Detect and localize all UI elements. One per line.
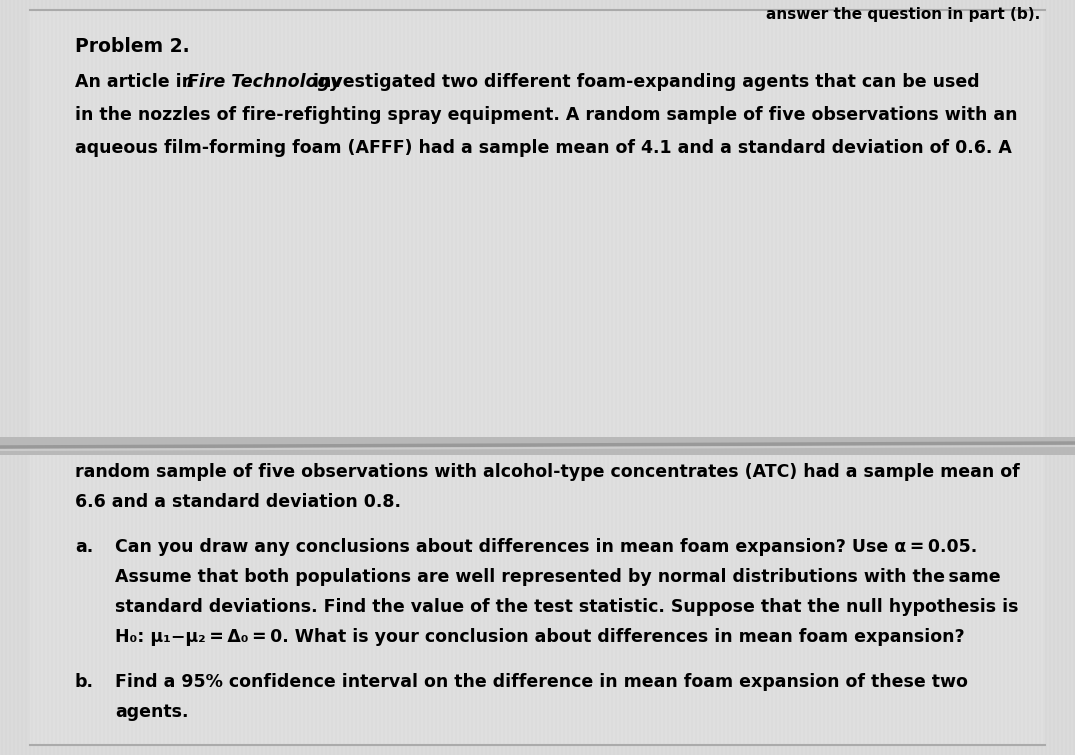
- Text: Problem 2.: Problem 2.: [75, 37, 189, 56]
- Bar: [30, 450, 1045, 745]
- Text: Assume that both populations are well represented by normal distributions with t: Assume that both populations are well re…: [115, 568, 1001, 586]
- Text: investigated two different foam-expanding agents that can be used: investigated two different foam-expandin…: [307, 73, 979, 91]
- Text: a.: a.: [75, 538, 94, 556]
- Text: Fire Technology: Fire Technology: [187, 73, 342, 91]
- Text: 6.6 and a standard deviation 0.8.: 6.6 and a standard deviation 0.8.: [75, 493, 401, 511]
- Text: answer the question in part (b).: answer the question in part (b).: [765, 7, 1040, 22]
- Text: b.: b.: [75, 673, 94, 691]
- Text: random sample of five observations with alcohol-type concentrates (ATC) had a sa: random sample of five observations with …: [75, 463, 1020, 481]
- Text: H₀: μ₁−μ₂ = Δ₀ = 0. What is your conclusion about differences in mean foam expan: H₀: μ₁−μ₂ = Δ₀ = 0. What is your conclus…: [115, 628, 964, 646]
- Bar: [30, 10, 1045, 445]
- Text: aqueous film-forming foam (AFFF) had a sample mean of 4.1 and a standard deviati: aqueous film-forming foam (AFFF) had a s…: [75, 139, 1012, 157]
- Bar: [0, 437, 1075, 455]
- Text: Can you draw any conclusions about differences in mean foam expansion? Use α = 0: Can you draw any conclusions about diffe…: [115, 538, 977, 556]
- Text: Find a 95% confidence interval on the difference in mean foam expansion of these: Find a 95% confidence interval on the di…: [115, 673, 968, 691]
- Text: agents.: agents.: [115, 703, 188, 721]
- Text: in the nozzles of fire-refighting spray equipment. A random sample of five obser: in the nozzles of fire-refighting spray …: [75, 106, 1018, 124]
- Text: standard deviations. Find the value of the test statistic. Suppose that the null: standard deviations. Find the value of t…: [115, 598, 1018, 616]
- Text: An article in: An article in: [75, 73, 200, 91]
